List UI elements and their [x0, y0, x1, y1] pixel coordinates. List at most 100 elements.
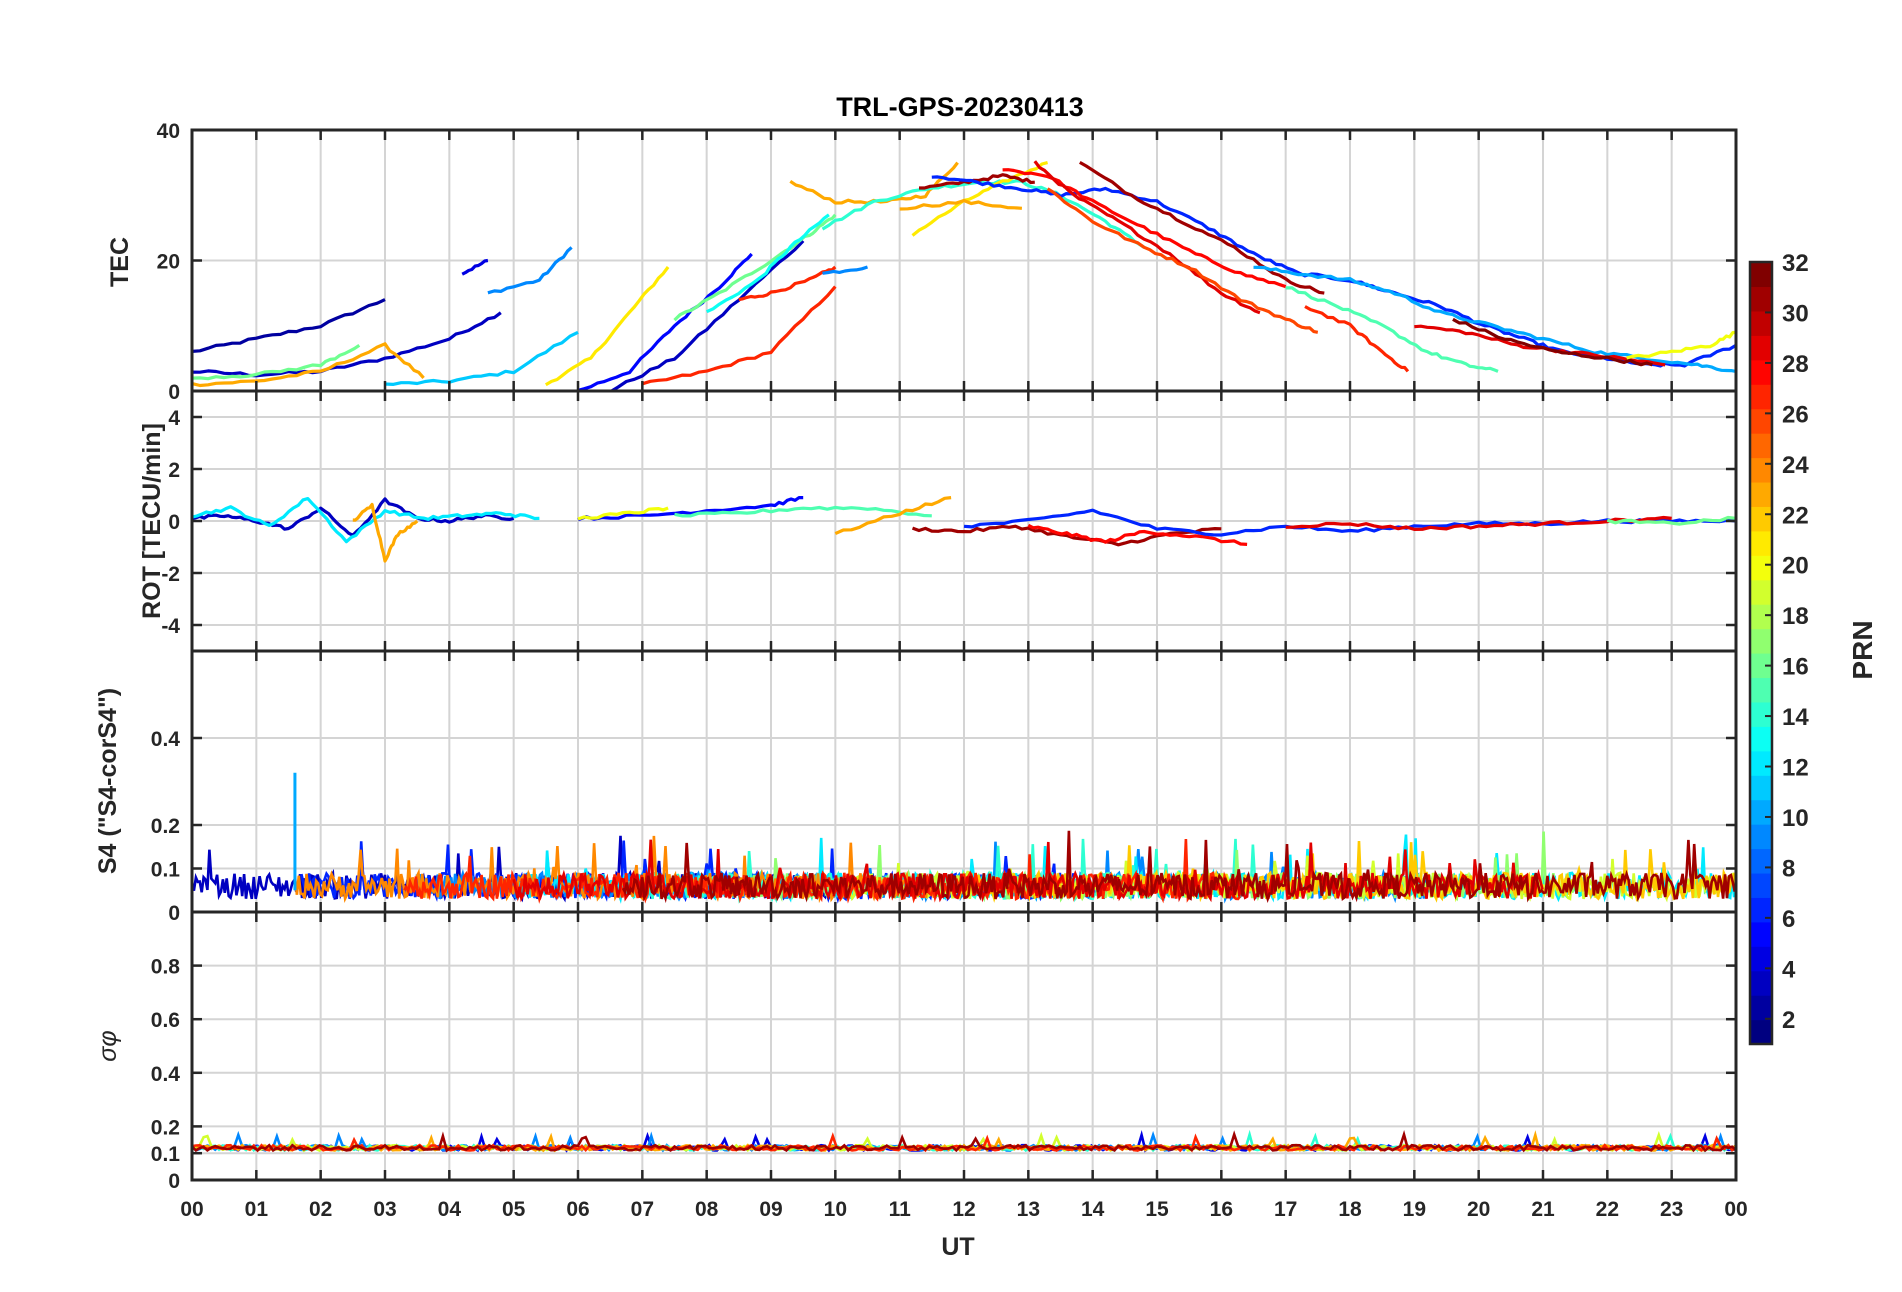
colorbar-swatch [1750, 579, 1772, 605]
series-prn-2 [191, 298, 386, 353]
colorbar-swatch [1750, 848, 1772, 874]
colorbar-swatch [1750, 310, 1772, 336]
series-prn-4 [461, 258, 489, 276]
series-prn-10 [1253, 265, 1737, 373]
series-prn-5 [577, 252, 753, 392]
colorbar-swatch [1750, 726, 1772, 752]
s4-panel: 0 0.1 0.2 0.4 [151, 649, 1738, 925]
y-tick-label: 0 [168, 511, 180, 534]
colorbar-swatch [1750, 457, 1772, 483]
x-tick-label: 09 [759, 1198, 782, 1221]
colorbar-swatch [1750, 897, 1772, 923]
x-tick-label: 19 [1403, 1198, 1426, 1221]
series-prn-20 [1626, 330, 1737, 360]
colorbar-swatch [1750, 530, 1772, 556]
y-tick-label: 0.1 [151, 859, 181, 882]
series-prn-12 [191, 497, 540, 544]
x-tick-label: 10 [824, 1198, 847, 1221]
tec-panel: 0 20 40 [157, 120, 1738, 404]
series-prn-6 [963, 508, 1737, 537]
colorbar-swatch [1750, 1019, 1772, 1045]
series-prn-9 [822, 265, 868, 275]
colorbar-tick-label: 18 [1782, 603, 1809, 630]
x-tick-label: 04 [438, 1198, 462, 1221]
colorbar-swatch [1750, 970, 1772, 996]
colorbar-tick-label: 2 [1782, 1007, 1795, 1034]
colorbar-tick-label: 10 [1782, 805, 1809, 832]
series-prn-31 [1079, 161, 1325, 295]
colorbar-swatch [1750, 433, 1772, 459]
y-tick-label: 0.6 [151, 1009, 180, 1032]
series-prn-16 [673, 213, 837, 322]
x-tick-label: 07 [631, 1198, 654, 1221]
x-tick-label: 00 [1724, 1198, 1747, 1221]
x-tick-label: 00 [180, 1198, 203, 1221]
x-tick-label: 16 [1210, 1198, 1233, 1221]
colorbar-tick-label: 16 [1782, 654, 1809, 681]
series-prn-23 [352, 502, 419, 563]
y-tick-label: 0.4 [151, 1063, 181, 1086]
sigma-series-prn-31 [191, 1130, 1737, 1153]
colorbar-swatch [1750, 628, 1772, 654]
series-prn-27 [641, 285, 837, 386]
series-prn-15 [674, 505, 932, 518]
series-prn-23 [834, 496, 952, 536]
y-tick-label: 0 [168, 1170, 180, 1193]
colorbar-swatch [1750, 677, 1772, 703]
series-prn-3 [191, 311, 502, 378]
colorbar-swatch [1750, 359, 1772, 385]
x-tick-label: 18 [1338, 1198, 1362, 1221]
colorbar-tick-label: 30 [1782, 300, 1809, 327]
colorbar-swatch [1750, 262, 1772, 288]
colorbar-tick-label: 6 [1782, 906, 1795, 933]
colorbar-tick-label: 24 [1782, 452, 1809, 479]
series-prn-16 [1606, 515, 1737, 526]
series-prn-5 [577, 496, 804, 522]
colorbar-tick-label: 28 [1782, 351, 1809, 378]
x-tick-label: 12 [952, 1198, 975, 1221]
series-prn-26 [1046, 187, 1319, 334]
x-tick-label: 03 [373, 1198, 396, 1221]
x-tick-label: 01 [245, 1198, 269, 1221]
colorbar-swatch [1750, 995, 1772, 1021]
y-tick-label: -4 [161, 615, 180, 638]
y-tick-label: 2 [168, 459, 180, 482]
series-prn-15 [1285, 286, 1499, 373]
colorbar-tick-label: 20 [1782, 553, 1809, 580]
x-tick-label: 20 [1467, 1198, 1490, 1221]
colorbar-swatch [1750, 946, 1772, 972]
colorbar-swatch [1750, 872, 1772, 898]
series-prn-3 [609, 239, 805, 394]
colorbar-swatch [1750, 799, 1772, 825]
series-prn-23 [191, 342, 425, 388]
y-tick-label: 0.2 [151, 1116, 180, 1139]
series-prn-29 [1033, 160, 1261, 315]
colorbar-frame [1748, 260, 1774, 1046]
x-axis-label: UT [941, 1233, 974, 1261]
colorbar-tick-label: 14 [1782, 704, 1809, 731]
y-tick-label: 0.2 [151, 815, 180, 838]
x-tick-label: 17 [1274, 1198, 1297, 1221]
s4-series-prn-31 [621, 830, 1736, 904]
series-prn-27 [1304, 305, 1410, 373]
colorbar-tick-label: 8 [1782, 855, 1795, 882]
series-prn-21 [544, 266, 670, 387]
y-tick-label: 20 [157, 251, 180, 274]
x-tick-label: 08 [695, 1198, 719, 1221]
x-tick-label: 15 [1145, 1198, 1169, 1221]
series-prn-13 [706, 213, 830, 314]
colorbar-tick-label: 32 [1782, 250, 1809, 277]
x-tick-label: 06 [566, 1198, 589, 1221]
tec-ylabel: TEC [106, 237, 134, 287]
colorbar-swatch [1750, 701, 1772, 727]
series-prn-32 [1452, 317, 1653, 367]
colorbar-tick-label: 12 [1782, 755, 1809, 782]
y-tick-label: 4 [168, 407, 180, 430]
series-prn-9 [487, 246, 573, 295]
colorbar-swatch [1750, 555, 1772, 581]
s4-ylabel: S4 ("S4-corS4") [94, 688, 122, 874]
y-tick-label: 0.4 [151, 728, 181, 751]
y-tick-label: -2 [161, 563, 180, 586]
